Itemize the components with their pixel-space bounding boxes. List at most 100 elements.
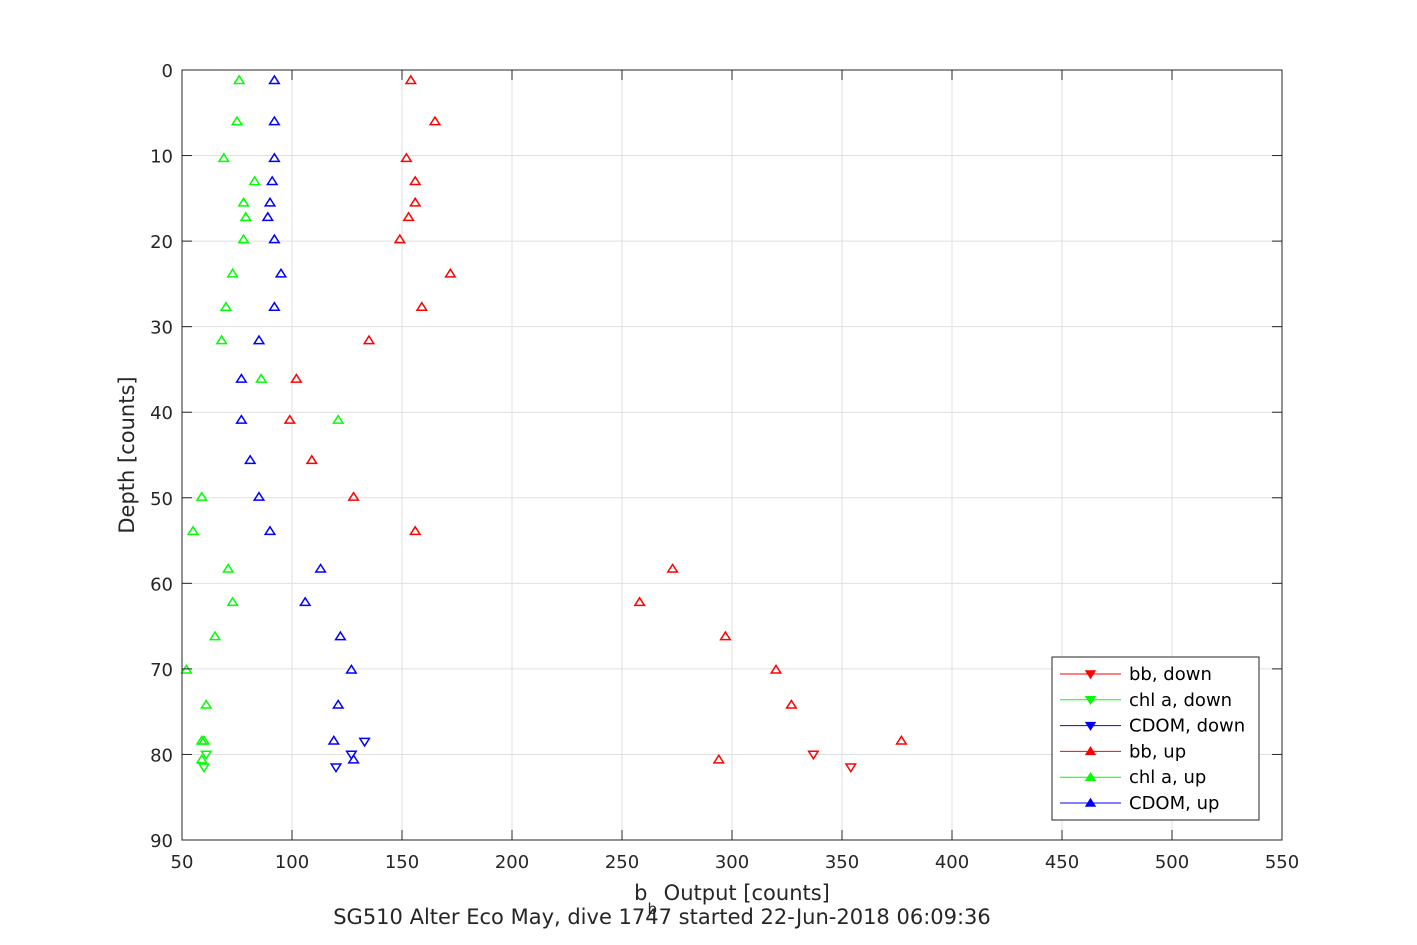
data-point (409, 525, 422, 536)
x-tick-label: 150 (385, 852, 419, 873)
data-point (633, 596, 646, 607)
legend-marker (1084, 721, 1097, 731)
data-point (769, 664, 783, 674)
data-point (239, 211, 252, 222)
data-point (200, 750, 213, 761)
data-point (345, 664, 358, 674)
data-point (844, 763, 857, 773)
data-point (208, 630, 222, 641)
data-point (274, 267, 288, 278)
x-tick-label: 300 (715, 852, 749, 873)
data-point (235, 414, 248, 424)
data-point (237, 196, 250, 207)
data-point (666, 563, 679, 573)
data-point (195, 753, 208, 764)
data-point (263, 525, 277, 536)
data-point (217, 152, 230, 163)
x-tick-label: 100 (275, 852, 309, 873)
data-point (230, 115, 244, 126)
data-point (255, 373, 268, 383)
data-point (252, 491, 266, 501)
data-point (895, 735, 908, 745)
data-point (400, 152, 413, 163)
data-point (402, 211, 415, 222)
data-point (268, 152, 281, 163)
data-point (358, 737, 371, 748)
data-point (807, 750, 820, 761)
y-tick-label: 90 (150, 831, 173, 852)
legend-marker (1084, 670, 1097, 680)
data-point (305, 454, 318, 465)
series-1 (197, 750, 213, 773)
legend-marker (1084, 797, 1097, 807)
data-point (334, 630, 347, 641)
legend-label: bb, up (1129, 741, 1186, 762)
data-point (283, 414, 296, 424)
x-axis-title: bb Output [counts] (634, 881, 830, 918)
y-tick-label: 0 (162, 61, 173, 82)
data-point (197, 763, 211, 773)
legend-box (1051, 656, 1260, 821)
x-tick-label: 550 (1265, 852, 1299, 873)
data-point (393, 233, 406, 244)
x-tick-label: 500 (1155, 852, 1189, 873)
data-point (299, 596, 312, 607)
y-tick-label: 50 (150, 489, 173, 510)
legend-marker (1084, 771, 1097, 781)
data-point (347, 491, 360, 501)
y-tick-label: 10 (150, 147, 173, 168)
chart-caption: SG510 Alter Eco May, dive 1747 started 2… (333, 905, 991, 929)
data-point (219, 301, 233, 311)
data-point (197, 735, 211, 745)
data-point (404, 74, 417, 85)
data-point (222, 563, 235, 573)
y-axis-title: Depth [counts] (115, 376, 139, 533)
data-point (186, 525, 200, 536)
x-tick-label: 400 (935, 852, 969, 873)
data-point (226, 596, 239, 607)
data-point (233, 74, 246, 85)
data-point (428, 115, 442, 126)
data-point (712, 753, 725, 764)
data-point (409, 196, 422, 207)
data-point (195, 491, 208, 501)
legend-label: chl a, up (1129, 767, 1206, 788)
data-point (329, 763, 343, 773)
legend-label: CDOM, up (1129, 793, 1219, 814)
y-tick-label: 30 (150, 318, 173, 339)
x-tick-label: 450 (1045, 852, 1079, 873)
data-point (347, 753, 360, 764)
series-0 (807, 750, 857, 773)
series-3 (283, 74, 908, 764)
data-point (332, 699, 345, 709)
data-point (237, 233, 250, 244)
y-tick-label: 40 (150, 403, 173, 424)
legend-label: chl a, down (1129, 690, 1232, 711)
data-point (261, 211, 274, 222)
data-point (268, 115, 281, 126)
y-tick-label: 70 (150, 660, 173, 681)
data-point (244, 454, 257, 465)
x-tick-label: 350 (825, 852, 859, 873)
y-tick-label: 60 (150, 574, 173, 595)
legend: bb, down chl a, down CDOM, down bb, up chl a… (1051, 656, 1260, 821)
data-point (200, 699, 213, 709)
series-5 (235, 74, 360, 764)
data-point (314, 563, 327, 573)
data-point (362, 334, 376, 345)
data-point (719, 630, 732, 641)
data-point (785, 699, 798, 709)
data-point (268, 301, 281, 311)
x-tick-label: 250 (605, 852, 639, 873)
data-points (180, 74, 908, 773)
data-point (215, 334, 228, 345)
legend-label: CDOM, down (1129, 716, 1245, 737)
data-point (415, 301, 428, 311)
legend-label: bb, down (1129, 664, 1212, 685)
x-tick-label: 200 (495, 852, 529, 873)
data-point (235, 373, 248, 383)
data-point (444, 267, 457, 278)
data-point (332, 414, 345, 424)
legend-marker (1084, 696, 1097, 706)
